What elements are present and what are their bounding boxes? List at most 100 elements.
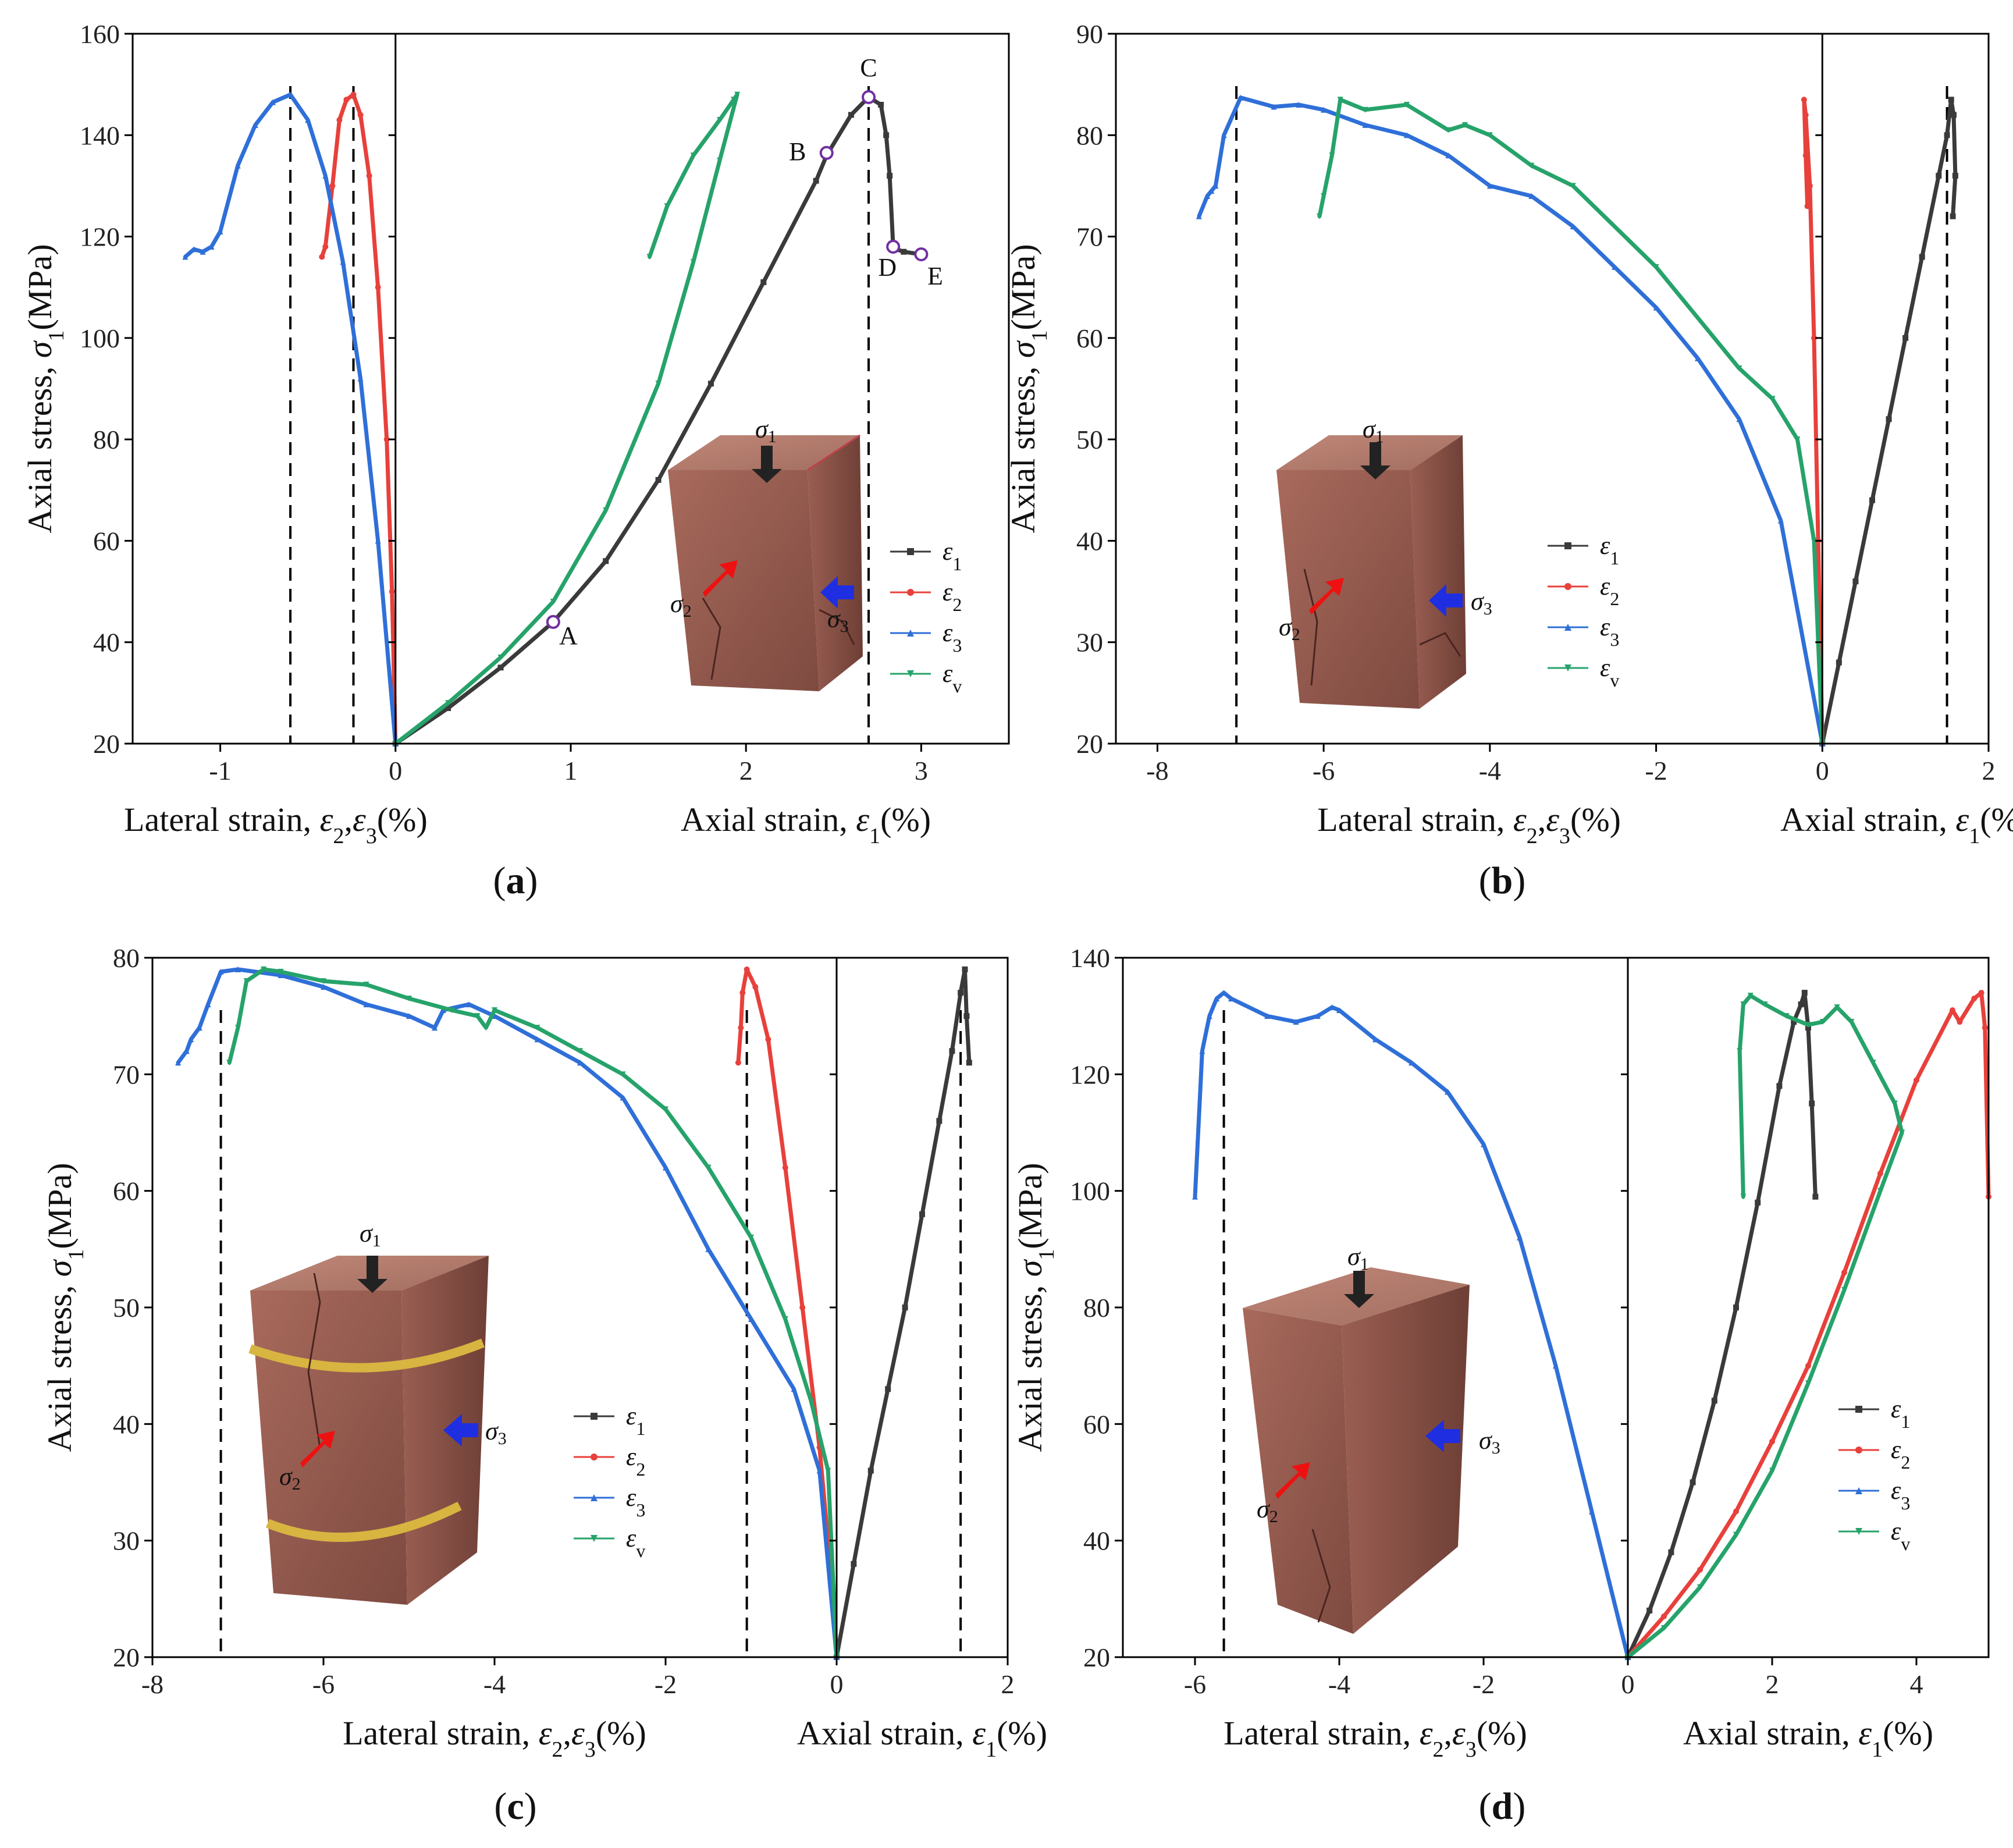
data-point-e1 [878,102,884,108]
data-point-ev [1783,1013,1790,1019]
data-point-e2 [1982,1025,1988,1031]
y-tick-label: 160 [80,19,120,49]
x-axis-label-lateral: Lateral strain, ε2,ε3(%) [1224,1714,1527,1762]
legend-marker-icon [907,670,914,677]
data-point-ev [1733,1531,1739,1538]
x-tick-label: -4 [1328,1669,1350,1699]
data-point-ev [474,1013,481,1019]
data-point-ev [620,1071,626,1078]
data-point-e2 [1914,1077,1919,1083]
y-axis-label: Axial stress, σ1(MPa) [41,1163,88,1452]
x-axis-ticks: -8 -6 -4 -2 0 2 [141,1657,1015,1699]
y-tick-label: 80 [113,943,140,973]
data-point-e2 [1971,996,1978,1002]
y-tick-label: 60 [113,1177,140,1206]
data-point-e3 [1445,1089,1450,1095]
y-tick-label: 50 [1076,425,1103,454]
data-point-e1 [1919,254,1925,260]
x-axis-label-axial: Axial strain, ε1(%) [797,1714,1047,1762]
sigma3-arrow-icon [1429,584,1463,617]
data-point-e2 [739,990,746,996]
key-point-marker [914,247,929,262]
data-point-e2 [1950,1007,1955,1014]
data-point-e2 [1801,97,1807,103]
data-point-e1 [497,664,504,671]
data-point-e3 [1271,104,1277,110]
data-point-e2 [322,244,329,250]
y-tick-label: 140 [1070,943,1110,973]
specimen-photo [248,1256,489,1605]
data-point-ev [655,381,661,387]
legend-marker-icon [907,548,914,555]
x-tick-label: -2 [1645,756,1667,786]
legend-label: ε3 [1891,1476,1910,1513]
x-axis-ticks: -1 0 1 2 3 [209,744,928,786]
legend-marker-icon [591,1453,598,1460]
key-point-marker [862,90,876,104]
x-tick-label: 0 [1816,756,1829,786]
data-point-e1 [1791,1019,1797,1025]
legend-marker-icon [1855,1406,1862,1413]
data-point-ev [1769,1467,1775,1474]
data-point-e1 [655,477,661,483]
data-point-e3 [1228,996,1234,1002]
specimen-photo [1243,1267,1470,1634]
data-point-e1 [936,1118,943,1124]
data-point-e3 [406,1013,412,1019]
sigma1-arrow-icon [1360,442,1390,479]
y-tick-label: 140 [80,120,120,150]
y-tick-label: 120 [80,222,120,252]
legend-marker-icon [1564,583,1571,590]
data-point-e1 [445,705,451,711]
data-point-e1 [958,990,964,996]
y-tick-label: 60 [93,526,120,556]
data-point-ev [534,1025,540,1031]
data-point-ev [1362,106,1368,113]
legend-marker-icon [907,630,914,637]
data-point-e2 [738,1025,744,1031]
data-point-e3 [1336,1007,1342,1014]
data-point-ev [1317,213,1322,219]
y-tick-label: 30 [1076,628,1103,658]
data-point-e3 [322,173,329,179]
y-tick-label: 30 [113,1526,140,1556]
data-point-e3 [534,1036,540,1043]
data-point-e3 [1695,355,1701,361]
legend-label: ε2 [943,578,962,615]
data-point-e3 [1481,1141,1486,1147]
legend-label: ε1 [943,537,962,574]
data-point-e3 [196,1025,202,1031]
series-line-e2 [1802,97,1824,746]
panel-label: (b) [1479,859,1526,902]
legend-label: ε2 [1600,572,1619,609]
data-point-e1 [1948,97,1954,103]
data-point-e1 [1936,173,1942,179]
data-point-ev [1848,1019,1855,1025]
data-point-ev [717,157,723,164]
data-point-e3 [1237,94,1244,101]
data-point-e3 [200,248,206,255]
sigma2-arrow-icon [300,1431,335,1467]
data-point-e3 [269,99,276,105]
x-axis-label-axial: Axial strain, ε1(%) [1683,1714,1933,1762]
data-point-ev [664,203,670,209]
vertical-guide-lines [289,86,870,744]
key-point-label: E [927,262,943,290]
data-point-e1 [707,381,714,387]
data-point-e3 [278,972,284,979]
data-point-e3 [1212,183,1219,189]
vertical-guide-lines [219,1010,962,1657]
series-line-e2 [736,967,839,1659]
data-point-ev [734,91,741,98]
data-point-e1 [760,279,767,285]
data-point-e3 [1528,193,1535,199]
data-point-e3 [1321,106,1327,113]
data-point-ev [1740,1001,1747,1008]
data-point-ev [261,966,267,973]
data-point-ev [1445,127,1452,133]
data-point-e3 [1221,990,1227,996]
data-point-e1 [883,132,890,138]
y-tick-label: 60 [1076,324,1103,353]
